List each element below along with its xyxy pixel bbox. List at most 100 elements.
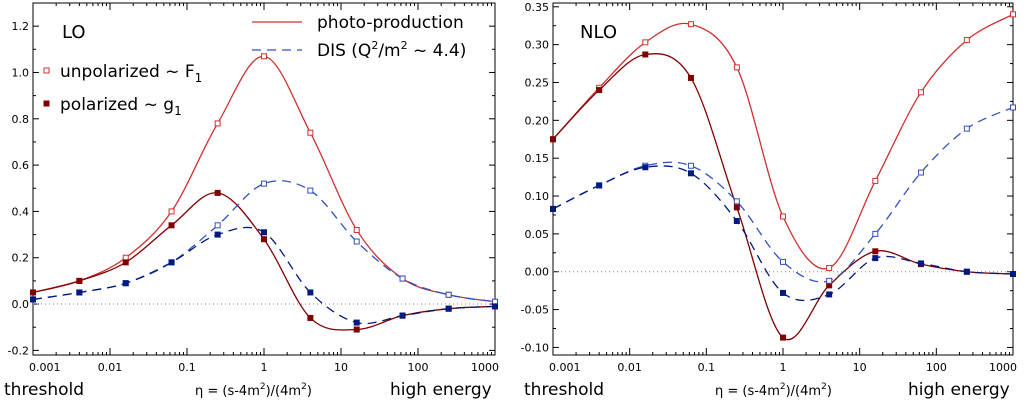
dis-unpolarized-point — [734, 199, 739, 204]
y-tick-label: 1.2 — [12, 20, 30, 33]
y-tick-label: 0.8 — [12, 113, 30, 126]
photo-polarized-point — [643, 52, 648, 57]
nlo-panel: -0.10 -0.05 0.00 0.05 0.10 0.15 0.20 0.25 0.30 0.… — [521, 1, 1017, 400]
lo-panel: -0.2 0.0 0.2 0.4 0.6 0.8 1.0 1.2 0.001 0.01 0.1 1 10… — [4, 3, 499, 400]
dis-unpolarized-point — [354, 239, 359, 244]
dis-polarized-point — [262, 230, 267, 235]
dis-polarized-point — [354, 320, 359, 325]
dis-polarized-point — [1011, 272, 1016, 277]
photo-unpolarized-point — [964, 38, 969, 43]
photo-unpolarized-point — [169, 209, 174, 214]
x-tick-label: 0.001 — [549, 361, 581, 374]
dis-polarized-curve — [553, 166, 1013, 301]
y-tick-label: 0.35 — [525, 1, 550, 14]
photo-unpolarized-point — [827, 265, 832, 270]
nlo-plot-frame — [553, 3, 1013, 355]
dis-unpolarized-point — [215, 223, 220, 228]
y-tick-label: 0.10 — [525, 190, 550, 203]
photo-polarized-point — [169, 223, 174, 228]
nlo-footer-high-energy: high energy — [908, 380, 1010, 400]
photo-unpolarized-point — [873, 178, 878, 183]
dis-polarized-point — [643, 165, 648, 170]
photo-polarized-point — [873, 249, 878, 254]
y-tick-label: 0.4 — [12, 205, 30, 218]
dis-polarized-point — [446, 306, 451, 311]
x-tick-label: 0.1 — [698, 361, 716, 374]
dis-polarized-point — [964, 269, 969, 274]
lo-x-axis-label: η = (s-4m2)/(4m2) — [195, 382, 312, 399]
x-tick-label: 10 — [334, 361, 348, 374]
photo-unpolarized-point — [688, 22, 693, 27]
dis-unpolarized-point — [827, 278, 832, 283]
y-tick-label: 1.0 — [12, 66, 30, 79]
nlo-panel-title: NLO — [580, 22, 617, 43]
y-tick-label: 0.05 — [525, 228, 550, 241]
x-tick-label: 100 — [408, 361, 429, 374]
lo-footer-threshold: threshold — [4, 380, 84, 400]
photo-polarized-point — [551, 137, 556, 142]
photo-unpolarized-point — [1011, 12, 1016, 17]
dis-polarized-point — [781, 290, 786, 295]
photo-polarized-point — [354, 327, 359, 332]
dis-polarized-point — [123, 281, 128, 286]
x-tick-label: 0.001 — [29, 361, 61, 374]
dis-polarized-point — [493, 304, 498, 309]
photo-polarized-point — [123, 260, 128, 265]
nlo-x-axis-label: η = (s-4m2)/(4m2) — [715, 382, 832, 399]
photo-polarized-point — [215, 190, 220, 195]
photo-polarized-point — [31, 290, 36, 295]
photo-unpolarized-point — [643, 40, 648, 45]
x-tick-label: 1 — [780, 361, 787, 374]
dis-unpolarized-point — [446, 292, 451, 297]
photo-unpolarized-point — [215, 121, 220, 126]
dis-unpolarized-point — [400, 276, 405, 281]
photo-polarized-point — [77, 278, 82, 283]
x-tick-label: 1000 — [989, 361, 1017, 374]
legend-dis-label: DIS (Q2/m2 ~ 4.4) — [317, 39, 466, 61]
y-tick-label: 0.0 — [12, 298, 30, 311]
x-tick-label: 0.01 — [98, 361, 123, 374]
legend-polarized-marker — [44, 101, 49, 106]
dis-polarized-point — [873, 256, 878, 261]
photo-polarized-point — [688, 75, 693, 80]
legend-photo-label: photo-production — [317, 13, 464, 33]
photo-unpolarized-point — [262, 54, 267, 59]
photo-unpolarized-point — [918, 90, 923, 95]
y-tick-label: 0.6 — [12, 159, 30, 172]
y-tick-label: -0.10 — [521, 341, 549, 354]
photo-unpolarized-point — [734, 65, 739, 70]
y-tick-label: -0.05 — [521, 304, 549, 317]
y-tick-label: 0.30 — [525, 39, 550, 52]
x-tick-label: 0.1 — [178, 361, 196, 374]
dis-unpolarized-point — [918, 170, 923, 175]
dis-polarized-point — [918, 261, 923, 266]
x-tick-label: 1 — [261, 361, 268, 374]
dis-unpolarized-point — [262, 181, 267, 186]
x-tick-label: 10 — [853, 361, 867, 374]
x-tick-label: 1000 — [471, 361, 499, 374]
photo-polarized-point — [781, 335, 786, 340]
legend-unpolarized-marker — [44, 68, 49, 73]
nlo-footer-threshold: threshold — [524, 380, 604, 400]
x-tick-label: 0.01 — [617, 361, 642, 374]
dis-unpolarized-point — [873, 231, 878, 236]
dis-polarized-point — [734, 219, 739, 224]
dis-unpolarized-point — [964, 126, 969, 131]
y-tick-label: -0.2 — [8, 344, 29, 357]
dis-unpolarized-curve — [553, 107, 1013, 281]
lo-panel-title: LO — [62, 22, 86, 43]
dis-polarized-point — [308, 290, 313, 295]
dis-polarized-point — [597, 183, 602, 188]
dis-polarized-point — [400, 313, 405, 318]
photo-unpolarized-point — [354, 227, 359, 232]
dis-polarized-point — [688, 171, 693, 176]
photo-unpolarized-point — [781, 214, 786, 219]
photo-polarized-point — [597, 88, 602, 93]
dis-polarized-point — [215, 232, 220, 237]
dis-polarized-point — [169, 260, 174, 265]
legend-polarized-label: polarized ~ g1 — [60, 95, 182, 118]
photo-polarized-point — [262, 237, 267, 242]
dis-polarized-point — [31, 297, 36, 302]
legend-unpolarized-label: unpolarized ~ F1 — [60, 62, 202, 85]
